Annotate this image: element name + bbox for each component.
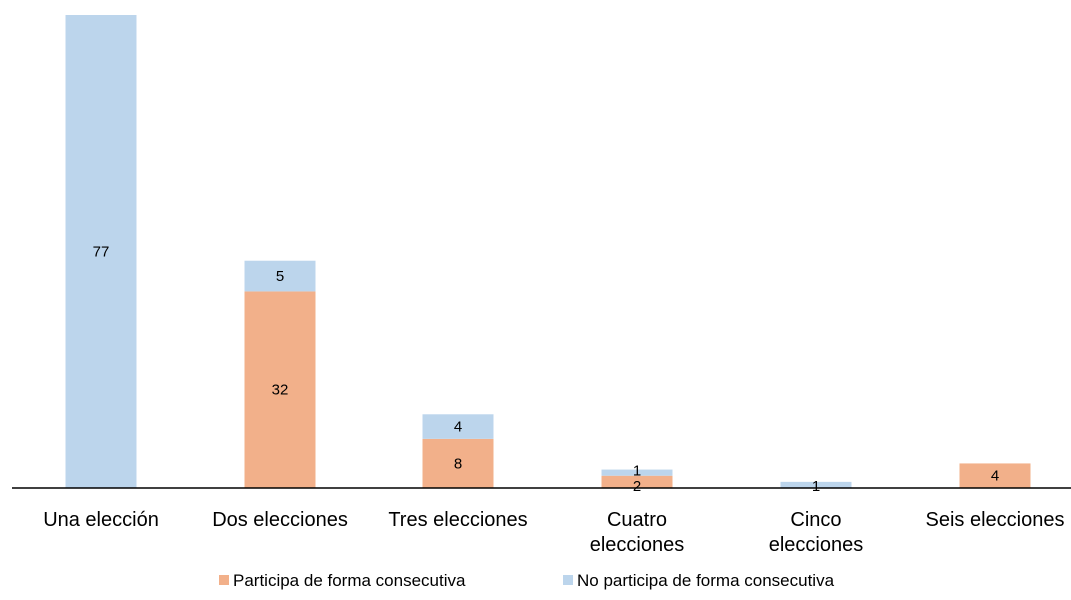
category-label-dos-elecciones: Dos elecciones <box>212 509 348 531</box>
category-label-cuatro-elecciones-line-1: Cuatro <box>607 509 667 531</box>
bar-cuatro-elecciones-participa <box>601 475 673 488</box>
legend-label-participa: Participa de forma consecutiva <box>233 571 466 590</box>
bars-group <box>65 15 1031 488</box>
category-labels-group: Una elección Dos elecciones Tres eleccione… <box>43 509 1064 556</box>
legend-swatch-participa <box>219 575 229 585</box>
category-label-tres-elecciones: Tres elecciones <box>388 509 527 531</box>
bar-dos-elecciones-no-participa <box>244 260 316 292</box>
legend-swatch-no-participa <box>563 575 573 585</box>
data-label-dos-elecciones-no-participa: 5 <box>276 268 284 285</box>
data-label-cuatro-elecciones-no-participa: 1 <box>633 463 641 480</box>
category-label-seis-elecciones: Seis elecciones <box>926 509 1065 531</box>
data-label-tres-elecciones-no-participa: 4 <box>454 419 462 436</box>
legend: Participa de forma consecutiva No partici… <box>219 571 835 590</box>
data-label-cuatro-elecciones-participa: 2 <box>633 478 641 495</box>
bar-seis-elecciones-participa <box>959 463 1031 488</box>
category-label-cuatro-elecciones-line-2: elecciones <box>590 534 685 556</box>
bar-tres-elecciones-no-participa <box>422 414 494 439</box>
legend-label-no-participa: No participa de forma consecutiva <box>577 571 835 590</box>
bar-una-eleccion-no-participa <box>65 15 137 488</box>
bar-cuatro-elecciones-no-participa <box>601 469 673 476</box>
data-label-cinco-elecciones-no-participa: 1 <box>812 478 820 495</box>
data-label-una-eleccion-no-participa: 77 <box>93 244 110 261</box>
bar-tres-elecciones-participa <box>422 438 494 488</box>
data-label-seis-elecciones-participa: 4 <box>991 468 999 485</box>
category-label-una-eleccion: Una elección <box>43 509 159 531</box>
bar-cinco-elecciones-no-participa <box>780 481 852 488</box>
bar-dos-elecciones-participa <box>244 291 316 488</box>
data-label-dos-elecciones-participa: 32 <box>272 382 289 399</box>
category-label-cinco-elecciones-line-2: elecciones <box>769 534 864 556</box>
category-label-cinco-elecciones-line-1: Cinco <box>790 509 841 531</box>
data-label-tres-elecciones-participa: 8 <box>454 455 462 472</box>
